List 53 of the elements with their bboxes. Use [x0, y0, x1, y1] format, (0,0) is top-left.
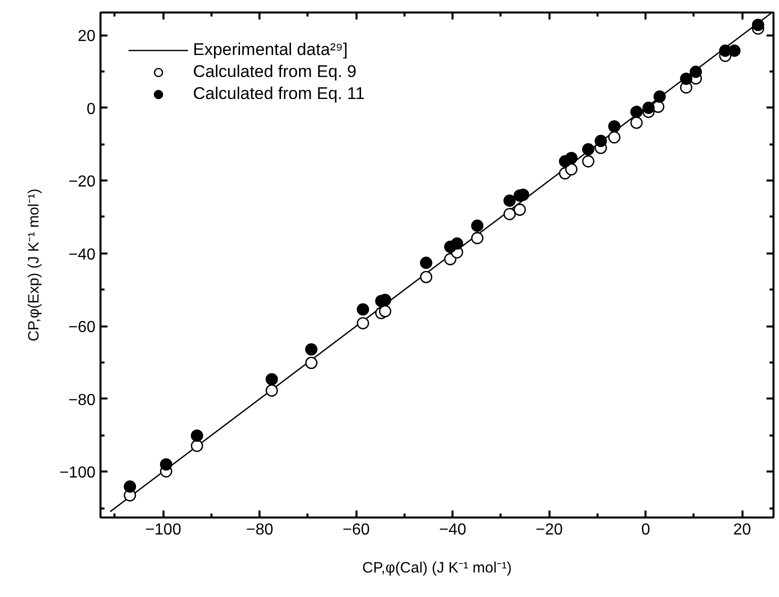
- y-tick-label: 20: [78, 28, 96, 46]
- y-tick-label: −80: [68, 392, 96, 409]
- point: [266, 373, 278, 386]
- point: [565, 163, 578, 176]
- point: [582, 155, 594, 168]
- y-axis-title: CP,φ(Exp) (J K⁻¹ mol⁻¹): [25, 188, 42, 342]
- y-tick-label: −60: [68, 319, 96, 336]
- x-tick-label: −60: [342, 522, 370, 538]
- point: [124, 480, 136, 493]
- point: [378, 305, 392, 318]
- point: [752, 18, 764, 32]
- point: [305, 356, 318, 370]
- point: [503, 194, 516, 207]
- point: [266, 384, 278, 397]
- x-tick-label: −20: [536, 522, 563, 538]
- point: [608, 120, 620, 133]
- x-axis-title: CP,φ(Cal) (J K⁻¹ mol⁻¹): [362, 560, 512, 576]
- point: [356, 317, 370, 330]
- point: [160, 458, 172, 471]
- point: [680, 72, 692, 85]
- point: [630, 116, 643, 129]
- y-tick-label: 0: [86, 100, 96, 118]
- point: [471, 232, 484, 244]
- legend-label: Calculated from Eq. 9: [193, 62, 356, 82]
- y-tick-label: −40: [68, 246, 96, 264]
- point: [420, 256, 432, 269]
- point: [471, 220, 484, 232]
- point: [190, 430, 204, 442]
- point: [190, 440, 204, 452]
- x-tick-label: 0: [641, 522, 650, 538]
- point: [690, 66, 702, 78]
- point: [356, 303, 370, 316]
- point: [630, 106, 643, 118]
- x-tick-label: −100: [145, 522, 182, 538]
- point: [642, 102, 655, 114]
- point: [728, 44, 741, 57]
- x-tick-label: 20: [733, 522, 752, 538]
- x-tick-label: −40: [439, 522, 466, 538]
- x-tick-label: −80: [246, 522, 274, 538]
- point: [450, 237, 464, 250]
- point: [582, 143, 594, 156]
- y-tick-label: −100: [59, 464, 96, 482]
- point: [565, 152, 578, 164]
- point: [608, 131, 620, 144]
- point: [514, 204, 526, 216]
- legend-label: Experimental data²⁹]: [193, 40, 348, 60]
- point: [503, 208, 516, 220]
- y-tick-label: −20: [68, 174, 96, 191]
- point: [653, 90, 666, 103]
- legend-label: Calculated from Eq. 11: [193, 84, 365, 104]
- point: [594, 134, 607, 148]
- point: [305, 343, 318, 356]
- point: [420, 270, 432, 284]
